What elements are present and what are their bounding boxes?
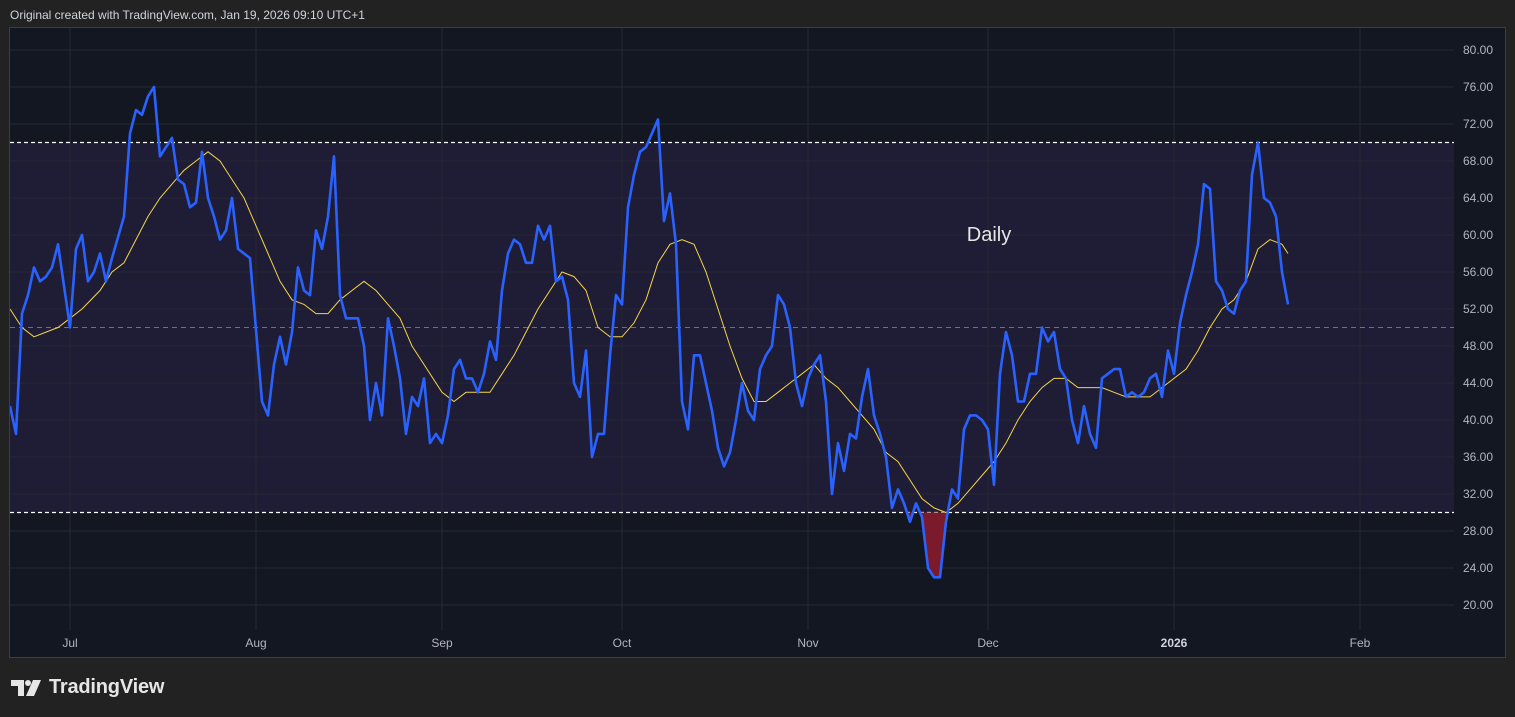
x-tick-label: Nov bbox=[797, 636, 818, 650]
y-tick-label: 80.00 bbox=[1463, 43, 1493, 57]
y-tick-label: 48.00 bbox=[1463, 339, 1493, 353]
y-tick-label: 44.00 bbox=[1463, 376, 1493, 390]
y-tick-label: 64.00 bbox=[1463, 191, 1493, 205]
x-axis[interactable]: Jul Aug Sep Oct Nov Dec 2026 Feb bbox=[62, 636, 1370, 650]
y-tick-label: 20.00 bbox=[1463, 598, 1493, 612]
tradingview-logo-icon bbox=[11, 679, 41, 696]
y-tick-label: 56.00 bbox=[1463, 265, 1493, 279]
y-tick-label: 52.00 bbox=[1463, 302, 1493, 316]
rsi-line bbox=[10, 85, 1290, 579]
y-tick-label: 68.00 bbox=[1463, 154, 1493, 168]
y-tick-label: 60.00 bbox=[1463, 228, 1493, 242]
y-tick-label: 40.00 bbox=[1463, 413, 1493, 427]
y-tick-label: 24.00 bbox=[1463, 561, 1493, 575]
y-tick-label: 72.00 bbox=[1463, 117, 1493, 131]
x-tick-label: Aug bbox=[245, 636, 266, 650]
brand-name: TradingView bbox=[49, 676, 165, 698]
y-tick-label: 36.00 bbox=[1463, 450, 1493, 464]
brand-logo[interactable]: TradingView bbox=[11, 676, 164, 699]
y-tick-label: 32.00 bbox=[1463, 487, 1493, 501]
y-axis[interactable]: 80.00 76.00 72.00 68.00 64.00 60.00 56.00 52.00… bbox=[1463, 43, 1493, 612]
timeframe-label: Daily bbox=[967, 224, 1011, 246]
x-tick-label: Dec bbox=[977, 636, 998, 650]
x-tick-label: 2026 bbox=[1161, 636, 1188, 650]
y-tick-label: 28.00 bbox=[1463, 524, 1493, 538]
x-tick-label: Sep bbox=[431, 636, 453, 650]
x-tick-label: Feb bbox=[1350, 636, 1371, 650]
y-tick-label: 76.00 bbox=[1463, 80, 1493, 94]
chart-attribution: Original created with TradingView.com, J… bbox=[10, 8, 365, 22]
gridlines bbox=[10, 28, 1454, 630]
rsi-ma-line bbox=[10, 151, 1289, 514]
x-tick-label: Jul bbox=[62, 636, 77, 650]
x-tick-label: Oct bbox=[613, 636, 632, 650]
